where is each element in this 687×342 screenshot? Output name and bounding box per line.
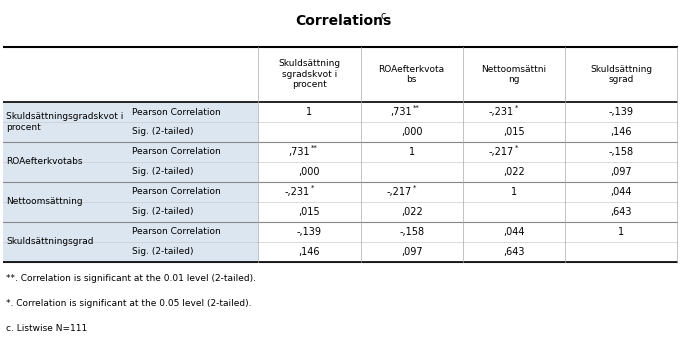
Bar bbox=[3, 142, 258, 162]
Bar bbox=[258, 202, 677, 222]
Text: **: ** bbox=[311, 145, 317, 150]
Text: ,731: ,731 bbox=[390, 107, 412, 117]
Text: 1: 1 bbox=[511, 187, 517, 197]
Bar bbox=[3, 102, 258, 122]
Text: ,015: ,015 bbox=[503, 127, 525, 137]
Text: 1: 1 bbox=[618, 227, 624, 237]
Text: -,231: -,231 bbox=[488, 107, 514, 117]
Text: ROAefterkvota
bs: ROAefterkvota bs bbox=[379, 65, 444, 84]
Text: **: ** bbox=[413, 105, 420, 111]
Text: Skuldsättning
sgrad: Skuldsättning sgrad bbox=[590, 65, 652, 84]
Bar bbox=[258, 182, 677, 202]
Text: **. Correlation is significant at the 0.01 level (2-tailed).: **. Correlation is significant at the 0.… bbox=[6, 274, 256, 282]
Text: Skuldsättningsgrad: Skuldsättningsgrad bbox=[6, 237, 93, 246]
Bar bbox=[3, 222, 258, 242]
Text: *: * bbox=[413, 185, 416, 190]
Bar bbox=[258, 102, 677, 122]
Text: ,000: ,000 bbox=[401, 127, 423, 137]
Text: -,158: -,158 bbox=[399, 227, 424, 237]
Text: Sig. (2-tailed): Sig. (2-tailed) bbox=[133, 168, 194, 176]
Text: Nettoomsättning: Nettoomsättning bbox=[6, 197, 83, 207]
Text: -,231: -,231 bbox=[284, 187, 309, 197]
Text: Pearson Correlation: Pearson Correlation bbox=[133, 187, 221, 196]
Text: Pearson Correlation: Pearson Correlation bbox=[133, 147, 221, 157]
Text: *: * bbox=[311, 185, 314, 190]
Text: *: * bbox=[515, 145, 519, 150]
Text: Skuldsättning
sgradskvot i
procent: Skuldsättning sgradskvot i procent bbox=[278, 60, 341, 89]
Text: Sig. (2-tailed): Sig. (2-tailed) bbox=[133, 128, 194, 136]
Text: Sig. (2-tailed): Sig. (2-tailed) bbox=[133, 207, 194, 216]
Text: 1: 1 bbox=[409, 147, 415, 157]
Bar bbox=[3, 162, 258, 182]
Text: Nettoomsättni
ng: Nettoomsättni ng bbox=[482, 65, 546, 84]
Bar bbox=[3, 122, 258, 142]
Bar bbox=[258, 162, 677, 182]
Text: *. Correlation is significant at the 0.05 level (2-tailed).: *. Correlation is significant at the 0.0… bbox=[6, 299, 251, 308]
Text: ,731: ,731 bbox=[288, 147, 309, 157]
Text: -,217: -,217 bbox=[488, 147, 514, 157]
Bar bbox=[258, 222, 677, 242]
Text: ,022: ,022 bbox=[401, 207, 423, 217]
Text: ,146: ,146 bbox=[611, 127, 632, 137]
Text: -,139: -,139 bbox=[609, 107, 633, 117]
Text: -,139: -,139 bbox=[297, 227, 322, 237]
Text: Skuldsättningsgradskvot i
procent: Skuldsättningsgradskvot i procent bbox=[6, 112, 124, 132]
Text: ROAefterkvotabs: ROAefterkvotabs bbox=[6, 157, 82, 167]
Text: ,097: ,097 bbox=[401, 247, 423, 257]
Text: ,146: ,146 bbox=[299, 247, 320, 257]
Bar bbox=[3, 202, 258, 222]
Text: Pearson Correlation: Pearson Correlation bbox=[133, 107, 221, 117]
Text: ,643: ,643 bbox=[503, 247, 525, 257]
Bar bbox=[3, 182, 258, 202]
Bar bbox=[3, 47, 677, 102]
Text: Sig. (2-tailed): Sig. (2-tailed) bbox=[133, 247, 194, 256]
Text: Pearson Correlation: Pearson Correlation bbox=[133, 227, 221, 236]
Text: c: c bbox=[381, 11, 385, 21]
Text: ,097: ,097 bbox=[610, 167, 632, 177]
Text: ,044: ,044 bbox=[503, 227, 525, 237]
Text: -,217: -,217 bbox=[386, 187, 412, 197]
Bar bbox=[258, 242, 677, 262]
Bar bbox=[258, 142, 677, 162]
Text: ,015: ,015 bbox=[299, 207, 320, 217]
Text: ,044: ,044 bbox=[611, 187, 632, 197]
Text: ,000: ,000 bbox=[299, 167, 320, 177]
Text: *: * bbox=[515, 105, 519, 111]
Text: ,022: ,022 bbox=[503, 167, 525, 177]
Text: -,158: -,158 bbox=[609, 147, 633, 157]
Text: 1: 1 bbox=[306, 107, 313, 117]
Bar bbox=[258, 122, 677, 142]
Text: Correlations: Correlations bbox=[295, 14, 392, 28]
Text: c. Listwise N=111: c. Listwise N=111 bbox=[6, 324, 87, 333]
Text: ,643: ,643 bbox=[611, 207, 632, 217]
Bar bbox=[3, 242, 258, 262]
